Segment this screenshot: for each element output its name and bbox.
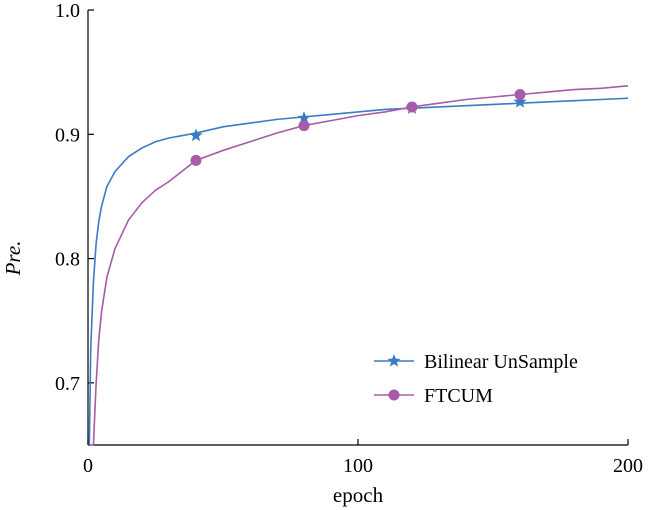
data-point-circle <box>190 154 202 166</box>
x-tick-label: 100 <box>343 455 373 477</box>
y-tick-label: 0.7 <box>55 373 80 395</box>
data-point-circle <box>514 89 526 101</box>
axes <box>87 10 628 446</box>
data-point-star <box>189 128 203 142</box>
legend-marker-circle <box>388 389 400 401</box>
x-tick-label: 0 <box>83 455 93 477</box>
data-point-star <box>297 111 311 124</box>
data-point-star <box>513 94 527 108</box>
x-tick-label: 200 <box>613 455 643 477</box>
data-point-circle <box>298 120 310 132</box>
y-tick-label: 0.8 <box>55 249 80 271</box>
legend-label-bilinear-unsample: Bilinear UnSample <box>424 351 578 373</box>
y-tick-label: 0.9 <box>55 124 80 146</box>
legend-marker-star <box>387 354 401 367</box>
plot-area <box>88 85 629 446</box>
series-line-bilinear-unsample <box>88 97 629 446</box>
legend: Bilinear UnSample FTCUM <box>374 351 578 407</box>
data-point-circle <box>406 101 418 113</box>
legend-label-ftcum: FTCUM <box>424 385 493 407</box>
x-axis-title: epoch <box>333 483 384 507</box>
y-axis-title: Pre. <box>1 241 25 277</box>
series-line-ftcum <box>89 85 629 446</box>
ticks: 0.7 0.8 0.9 1.0 0 100 200 <box>55 0 643 477</box>
y-tick-label: 1.0 <box>55 0 80 22</box>
